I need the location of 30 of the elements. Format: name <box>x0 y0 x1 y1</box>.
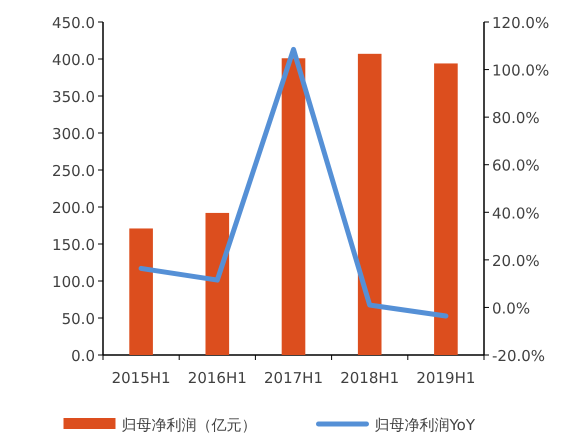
y2-tick-label: 120.0% <box>492 14 550 32</box>
bar <box>434 63 458 355</box>
x-tick-label: 2019H1 <box>416 369 476 387</box>
y-tick-label: 50.0 <box>62 310 95 328</box>
legend-label: 归母净利润YoY <box>374 416 476 434</box>
y-tick-label: 350.0 <box>52 88 95 106</box>
y-tick-label: 200.0 <box>52 199 95 217</box>
bar <box>358 54 382 355</box>
y-tick-label: 400.0 <box>52 51 95 69</box>
y2-tick-label: 40.0% <box>492 204 540 222</box>
y-tick-label: 300.0 <box>52 125 95 143</box>
y-tick-label: 150.0 <box>52 236 95 254</box>
y-tick-label: 250.0 <box>52 162 95 180</box>
bar <box>205 212 230 355</box>
bar <box>129 228 153 355</box>
y-tick-label: 100.0 <box>52 273 95 291</box>
y2-tick-label: 80.0% <box>492 109 540 128</box>
y2-tick-label: -20.0% <box>492 347 546 365</box>
x-tick-label: 2018H1 <box>340 369 400 387</box>
y2-tick-label: 0.0% <box>492 299 530 318</box>
x-tick-label: 2017H1 <box>264 369 323 387</box>
legend-label: 归母净利润（亿元） <box>122 416 256 434</box>
x-tick-label: 2015H1 <box>112 369 171 387</box>
y-tick-label: 450.0 <box>52 14 95 32</box>
bar <box>282 58 306 355</box>
y2-tick-label: 60.0% <box>492 156 540 175</box>
x-tick-label: 2016H1 <box>188 369 247 387</box>
y-tick-label: 0.0 <box>71 347 95 365</box>
y2-tick-label: 20.0% <box>492 252 540 270</box>
y2-tick-label: 100.0% <box>492 62 550 80</box>
